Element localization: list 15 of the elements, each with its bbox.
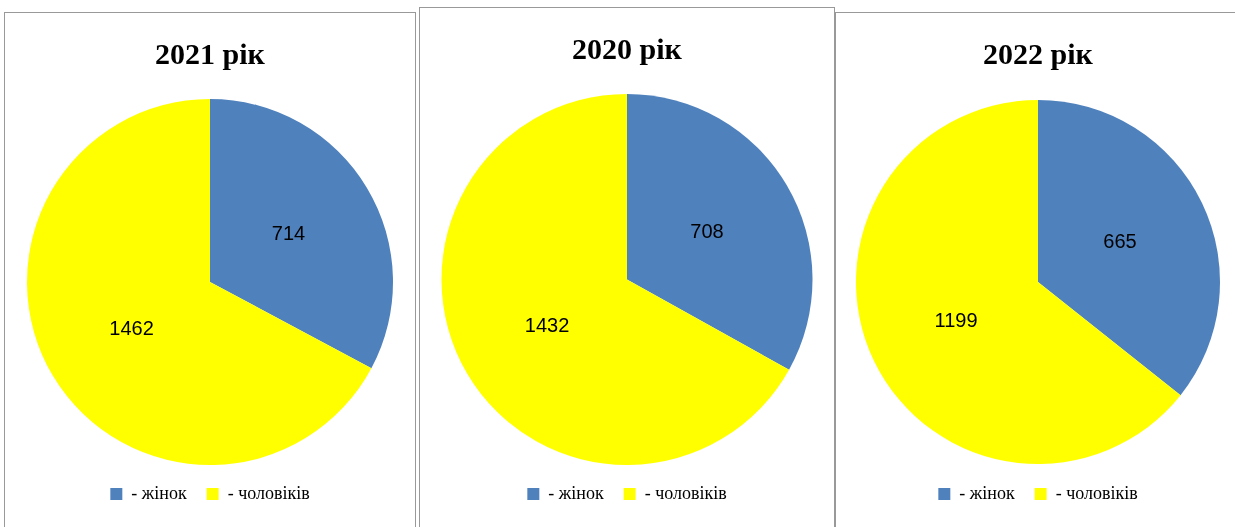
data-label: 708: [690, 220, 724, 243]
legend-label: - чоловіків: [227, 482, 310, 503]
data-label: 714: [271, 222, 306, 245]
legend-label: - жінок: [959, 482, 1015, 503]
chart-title: 2020 рік: [572, 31, 683, 65]
legend-label: - жінок: [548, 482, 604, 503]
chart-title: 2022 рік: [983, 36, 1094, 70]
legend-label: - чоловіків: [644, 482, 727, 503]
legend-label: - чоловіків: [1055, 482, 1138, 503]
data-label: 1462: [109, 316, 154, 339]
data-label: 665: [1103, 229, 1137, 252]
data-label: 1199: [934, 309, 978, 332]
data-label: 1432: [524, 314, 570, 337]
legend-label: - жінок: [131, 482, 187, 503]
chart-title: 2021 рік: [155, 36, 266, 70]
